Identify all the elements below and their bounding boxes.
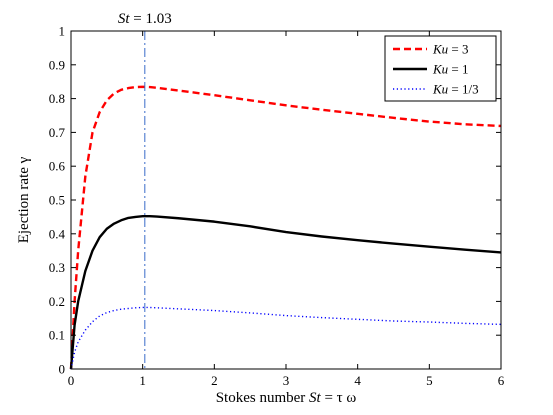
legend-var-2: Ku (432, 82, 449, 97)
annotation-value: = 1.03 (130, 11, 172, 27)
x-tick-label-1: 1 (139, 373, 146, 388)
y-tick-label-3: 0.3 (49, 260, 65, 275)
series-line-1 (69, 215, 502, 370)
legend-var-0: Ku (432, 42, 449, 57)
legend-label-1: Ku = 1 (432, 62, 469, 77)
y-tick-label-6: 0.6 (49, 159, 66, 174)
y-tick-label-5: 0.5 (49, 193, 65, 208)
x-tick-label-2: 2 (211, 373, 218, 388)
y-tick-label-10: 1 (59, 24, 66, 39)
series-line-2 (70, 306, 502, 370)
legend: Ku = 3Ku = 1Ku = 1/3 (384, 35, 497, 102)
y-axis-title: Ejection rate γ (16, 156, 32, 243)
axis-layer: St = 1.03 0 1 2 3 4 5 6 0 0.1 0.2 0.3 0.4 0.5 0.6 0.7 0.… (16, 11, 505, 406)
legend-var-1: Ku (432, 62, 449, 77)
annotation-label: St = 1.03 (118, 11, 172, 27)
x-tick-label-5: 5 (426, 373, 433, 388)
legend-value-1: = 1 (448, 62, 468, 77)
x-tick-label-6: 6 (498, 373, 505, 388)
y-tick-label-2: 0.2 (49, 294, 65, 309)
annotation-var: St (118, 11, 131, 27)
x-axis-title: Stokes number St = τ ω (216, 390, 357, 406)
x-axis-title-suffix: = τ ω (321, 390, 357, 406)
y-tick-label-0: 0 (59, 362, 66, 377)
y-tick-label-1: 0.1 (49, 328, 65, 343)
y-tick-label-9: 0.9 (49, 57, 65, 72)
x-tick-label-0: 0 (68, 373, 75, 388)
legend-value-2: = 1/3 (448, 82, 478, 97)
y-tick-label-7: 0.7 (49, 125, 66, 140)
x-tick-label-4: 4 (354, 373, 361, 388)
x-tick-label-3: 3 (283, 373, 290, 388)
x-axis-title-var: St (309, 390, 322, 406)
y-tick-label-8: 0.8 (49, 91, 65, 106)
legend-label-2: Ku = 1/3 (432, 82, 479, 97)
x-axis-title-prefix: Stokes number (216, 390, 309, 406)
y-tick-label-4: 0.4 (49, 226, 66, 241)
legend-value-0: = 3 (448, 42, 468, 57)
legend-label-0: Ku = 3 (432, 42, 469, 57)
